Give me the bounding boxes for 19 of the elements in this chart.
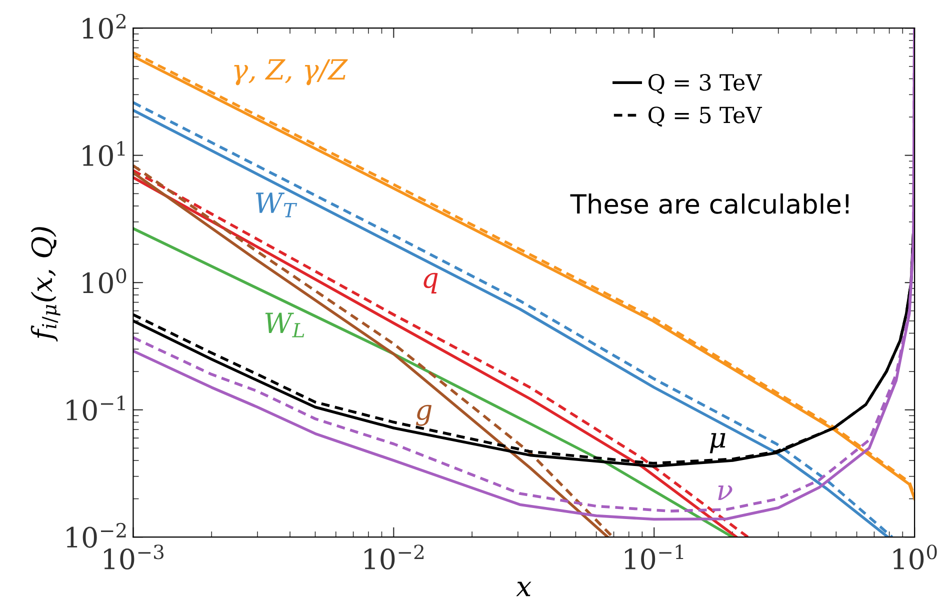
annotation: μ — [710, 433, 726, 454]
annotation: These are calculable! — [570, 193, 848, 214]
y-tick-label: 10$^{−1}$ — [66, 396, 125, 421]
annotation: γ, Z, γ/Z — [234, 59, 348, 86]
annotation: ν — [718, 486, 732, 500]
y-tick-label: 10$^{0}$ — [82, 268, 126, 294]
y-axis-title: f$_{i/μ}$(x, Q) — [30, 227, 60, 342]
legend-label: Q = 3 TeV — [648, 74, 762, 94]
annotation: W$_{L}$ — [265, 312, 304, 338]
annotation: W$_{T}$ — [256, 192, 298, 218]
x-tick-label: 10$^{−2}$ — [364, 544, 424, 570]
y-tick-label: 10$^{1}$ — [82, 141, 125, 166]
x-tick-label: 10$^{−1}$ — [624, 544, 684, 570]
y-tick-label: 10$^{2}$ — [82, 14, 126, 39]
annotation: g — [416, 404, 432, 426]
annotation: q — [424, 272, 438, 294]
x-axis-title: x — [516, 582, 532, 596]
legend-label: Q = 5 TeV — [648, 106, 762, 127]
x-tick-label: 10$^{0}$ — [893, 544, 937, 570]
